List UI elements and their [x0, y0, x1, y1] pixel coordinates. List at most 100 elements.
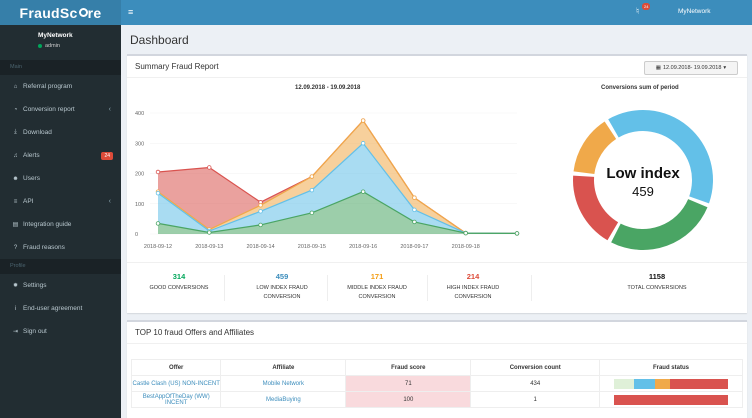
data-point[interactable]: [155, 221, 161, 226]
area-series-0: [158, 191, 517, 234]
sidebar-item-label: Referral program: [23, 83, 73, 90]
sidebar-section-profile: Profile: [0, 259, 121, 274]
notification-bell-icon[interactable]: ♮: [636, 6, 640, 16]
page-title: Dashboard: [130, 33, 189, 47]
donut-slice[interactable]: [608, 110, 713, 204]
column-header[interactable]: Affiliate: [220, 359, 347, 376]
offer-link[interactable]: Castle Clash (US) NON-INCENT: [130, 375, 222, 392]
area-series-1: [158, 143, 517, 234]
data-point[interactable]: [309, 187, 315, 193]
data-point[interactable]: [258, 222, 263, 228]
sidebar-user-status: admin: [38, 43, 121, 49]
data-point[interactable]: [155, 190, 161, 196]
donut-slice[interactable]: [573, 121, 617, 174]
sidebar-item-fraud-reasons[interactable]: ? Fraud reasons: [0, 236, 121, 259]
fraud-score-cell: 71: [345, 375, 472, 392]
sidebar-item-conversion-report[interactable]: ◔ Conversion report ‹: [0, 98, 121, 121]
brand-logo-prefix: FraudSc: [19, 4, 78, 21]
donut-center-label: Low index: [606, 165, 680, 182]
sidebar-item-label: Download: [23, 129, 52, 136]
fraud-score-cell: 100: [345, 391, 472, 408]
summary-fraud-report-box: Summary Fraud Report ▦ 12.09.2018- 19.09…: [127, 54, 747, 313]
x-tick-label: 2018-09-18: [452, 244, 480, 250]
date-range-value: 12.09.2018- 19.09.2018: [663, 65, 722, 71]
fraud-status-segment: [669, 378, 728, 389]
fraud-status-bar: [613, 378, 728, 389]
data-point[interactable]: [258, 209, 263, 214]
sidebar-item-alerts[interactable]: ♫ Alerts 24: [0, 144, 121, 167]
sidebar-item-label: Users: [23, 175, 40, 182]
date-range-picker[interactable]: ▦ 12.09.2018- 19.09.2018 ▾: [644, 61, 738, 75]
offer-link[interactable]: BestAppOfTheDay (WW) INCENT: [130, 391, 222, 408]
y-tick-label: 300: [135, 141, 144, 147]
x-tick-label: 2018-09-12: [144, 244, 172, 250]
brand-logo-suffix: re: [87, 4, 102, 21]
x-tick-label: 2018-09-16: [349, 244, 377, 250]
sidebar-item-users[interactable]: ☻ Users: [0, 167, 121, 190]
stat-value: 314: [172, 272, 186, 281]
sign-out-icon: ⇥: [12, 329, 19, 335]
sidebar-item-sign-out[interactable]: ⇥ Sign out: [0, 320, 121, 343]
data-point[interactable]: [207, 165, 212, 170]
sidebar-item-label: Conversion report: [23, 106, 75, 113]
donut-center-value: 459: [632, 184, 654, 199]
caret-down-icon: ▾: [723, 65, 727, 71]
data-point[interactable]: [309, 210, 315, 216]
stat-value: 171: [370, 272, 384, 281]
sidebar-item-label: Integration guide: [23, 221, 72, 228]
sidebar-item-label: Sign out: [23, 328, 47, 335]
stat-separator: [427, 275, 428, 301]
sidebar-item-label: End-user agreement: [23, 305, 83, 312]
area-line-1: [157, 142, 518, 234]
online-dot-icon: [38, 44, 42, 48]
sidebar-item-settings[interactable]: ✹ Settings: [0, 274, 121, 297]
fraud-status-segment: [613, 378, 635, 389]
data-point[interactable]: [412, 195, 417, 200]
data-point[interactable]: [155, 169, 161, 175]
donut-chart-title: Conversions sum of period: [601, 85, 679, 91]
data-point[interactable]: [463, 230, 468, 236]
column-header[interactable]: Offer: [130, 359, 222, 376]
sidebar-item-download[interactable]: ⤓ Download: [0, 121, 121, 144]
stat-value: 214: [466, 272, 480, 281]
chevron-left-icon: ‹: [108, 106, 111, 113]
conversion-count-cell: 1: [470, 391, 600, 408]
affiliate-link[interactable]: Mobile Network: [220, 375, 347, 392]
data-point[interactable]: [258, 203, 263, 208]
donut-slice[interactable]: [611, 199, 708, 250]
data-point[interactable]: [360, 141, 366, 146]
data-point[interactable]: [360, 118, 366, 123]
affiliate-link[interactable]: MediaBuying: [220, 391, 347, 408]
column-header[interactable]: Conversion count: [470, 359, 600, 376]
donut-slice[interactable]: [573, 175, 619, 241]
table-header-row: Offer Affiliate Fraud score Conversion coun…: [130, 359, 744, 376]
data-point[interactable]: [360, 189, 366, 194]
stat-label: LOW INDEX FRAUD: [256, 285, 308, 292]
top10-table: Offer Affiliate Fraud score Conversion coun…: [130, 359, 744, 408]
stat-value: 459: [275, 272, 289, 281]
brand-logo[interactable]: FraudSc re: [0, 0, 121, 25]
column-header[interactable]: Fraud status: [598, 359, 744, 376]
stat-label-line2: CONVERSION: [454, 293, 492, 300]
stat-label: HIGH INDEX FRAUD: [446, 285, 500, 292]
data-point[interactable]: [514, 231, 520, 236]
sidebar-item-referral-program[interactable]: ⌂ Referral program: [0, 75, 121, 98]
data-point[interactable]: [207, 230, 212, 235]
fraud-status-cell: [598, 375, 744, 392]
menu-toggle-icon[interactable]: ≡: [128, 7, 134, 17]
conversion-count-cell: 434: [470, 375, 600, 392]
area-line-2: [157, 119, 518, 234]
topbar-user-menu[interactable]: MyNetwork: [678, 8, 711, 15]
gift-icon: ⌂: [13, 83, 18, 90]
sidebar-item-api[interactable]: ≡ API ‹: [0, 190, 121, 213]
sidebar-item-integration-guide[interactable]: ▤ Integration guide: [0, 213, 121, 236]
data-point[interactable]: [412, 219, 417, 225]
download-icon: ⤓: [14, 129, 17, 135]
data-point[interactable]: [412, 207, 417, 212]
stat-item: 459 LOW INDEX FRAUD CONVERSION: [232, 271, 332, 301]
data-point[interactable]: [309, 174, 315, 179]
sidebar-user-role: admin: [45, 43, 60, 49]
box-divider: [127, 77, 747, 78]
column-header[interactable]: Fraud score: [345, 359, 472, 376]
sidebar-item-end-user-agreement[interactable]: i End-user agreement: [0, 297, 121, 320]
